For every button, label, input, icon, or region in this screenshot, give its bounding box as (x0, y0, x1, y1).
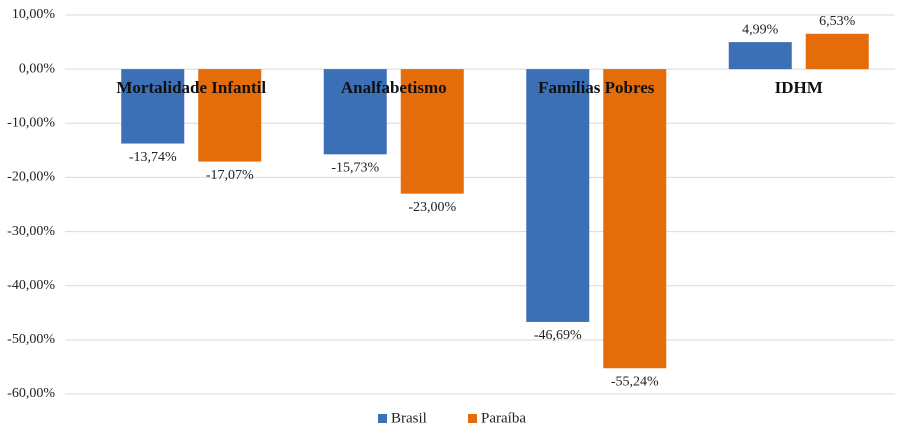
data-label: 6,53% (819, 14, 856, 29)
data-label: 4,99% (742, 22, 779, 37)
data-label: -55,24% (611, 374, 659, 389)
legend-label: Paraíba (481, 410, 526, 426)
y-tick-label: -40,00% (7, 278, 55, 293)
legend-swatch (468, 414, 477, 423)
legend-label: Brasil (391, 410, 427, 426)
data-label: -17,07% (206, 168, 254, 183)
category-label: Mortalidade Infantil (116, 78, 266, 97)
bar (728, 42, 792, 70)
bar (805, 33, 869, 70)
category-label: IDHM (775, 78, 823, 97)
bar (323, 69, 387, 155)
bar (121, 69, 185, 144)
y-tick-label: -30,00% (7, 224, 55, 239)
y-tick-label: -20,00% (7, 170, 55, 185)
bar (603, 69, 667, 369)
category-label: Famílias Pobres (538, 78, 655, 97)
y-tick-label: -60,00% (7, 386, 55, 401)
bar (198, 69, 262, 162)
data-label: -46,69% (534, 328, 582, 343)
category-label: Analfabetismo (341, 78, 447, 97)
data-label: -13,74% (129, 150, 177, 165)
bar (526, 69, 590, 322)
legend-swatch (378, 414, 387, 423)
data-label: -23,00% (408, 200, 456, 215)
y-tick-label: 0,00% (19, 61, 56, 76)
bar (400, 69, 464, 194)
y-tick-label: -50,00% (7, 332, 55, 347)
y-tick-label: 10,00% (12, 7, 56, 22)
y-tick-label: -10,00% (7, 116, 55, 131)
data-label: -15,73% (331, 161, 379, 176)
